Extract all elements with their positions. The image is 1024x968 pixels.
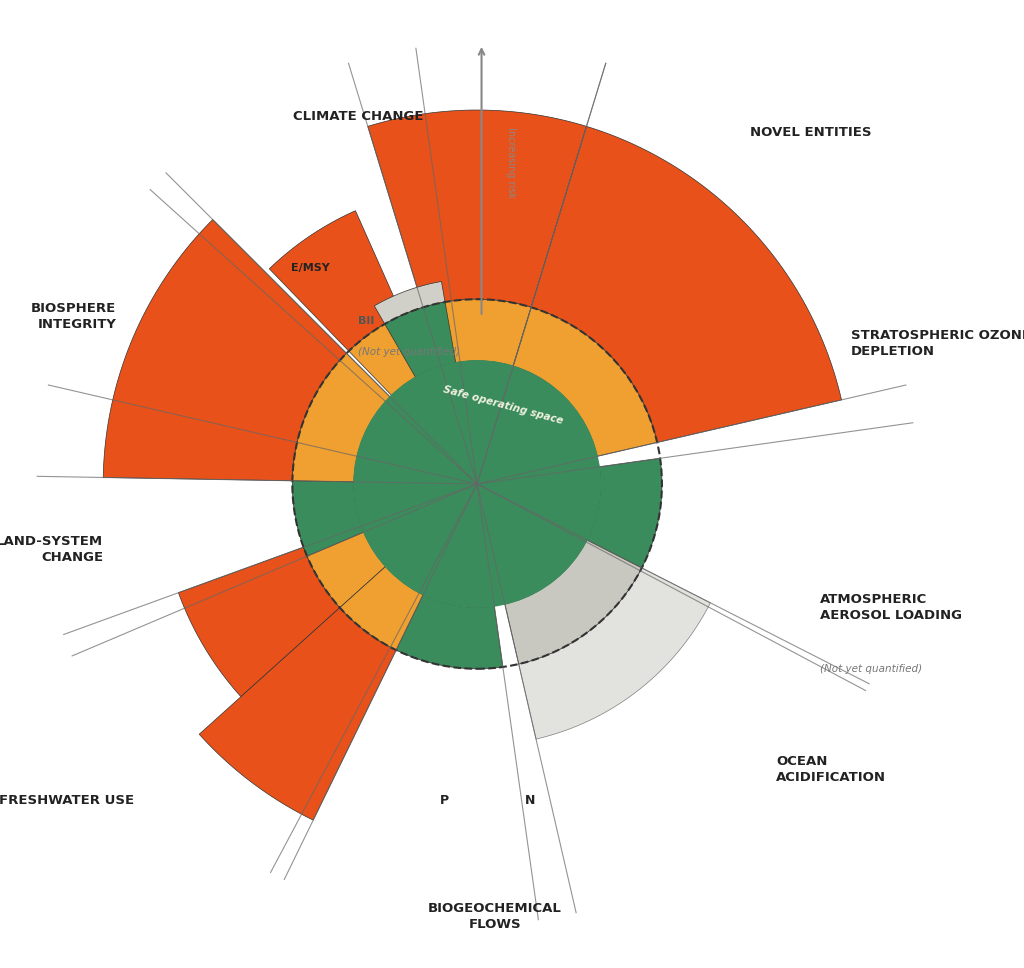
Text: N: N (524, 795, 536, 807)
Circle shape (354, 361, 600, 607)
Polygon shape (385, 302, 456, 378)
Text: E/MSY: E/MSY (291, 263, 330, 273)
Polygon shape (178, 547, 340, 697)
Polygon shape (586, 458, 662, 571)
Text: Increasing risk: Increasing risk (506, 127, 516, 198)
Text: BII: BII (358, 317, 375, 326)
Polygon shape (423, 299, 531, 366)
Text: BIOSPHERE
INTEGRITY: BIOSPHERE INTEGRITY (31, 302, 117, 331)
Polygon shape (349, 316, 427, 395)
Polygon shape (200, 608, 396, 820)
Text: (Not yet quantified): (Not yet quantified) (358, 347, 461, 357)
Polygon shape (368, 110, 587, 307)
Polygon shape (293, 442, 364, 557)
Text: P: P (439, 795, 449, 807)
Polygon shape (340, 566, 423, 650)
Polygon shape (103, 220, 346, 481)
Text: STRATOSPHERIC OZONE
DEPLETION: STRATOSPHERIC OZONE DEPLETION (851, 329, 1024, 358)
Text: OCEAN
ACIDIFICATION: OCEAN ACIDIFICATION (776, 755, 887, 784)
Text: Safe operating space: Safe operating space (442, 384, 564, 426)
Polygon shape (375, 282, 445, 324)
Polygon shape (531, 127, 842, 442)
Polygon shape (293, 353, 390, 482)
Text: (Not yet quantified): (Not yet quantified) (820, 664, 923, 674)
Text: LAND-SYSTEM
CHANGE: LAND-SYSTEM CHANGE (0, 535, 103, 564)
Polygon shape (390, 592, 503, 669)
Text: BIOGEOCHEMICAL
FLOWS: BIOGEOCHEMICAL FLOWS (428, 902, 562, 931)
Polygon shape (505, 540, 642, 664)
Polygon shape (519, 568, 711, 740)
Text: CLIMATE CHANGE: CLIMATE CHANGE (293, 110, 424, 123)
Polygon shape (269, 211, 402, 351)
Text: FRESHWATER USE: FRESHWATER USE (0, 795, 134, 807)
Polygon shape (303, 527, 386, 608)
Polygon shape (513, 307, 657, 456)
Text: NOVEL ENTITIES: NOVEL ENTITIES (750, 126, 871, 138)
Text: ATMOSPHERIC
AEROSOL LOADING: ATMOSPHERIC AEROSOL LOADING (820, 592, 963, 621)
